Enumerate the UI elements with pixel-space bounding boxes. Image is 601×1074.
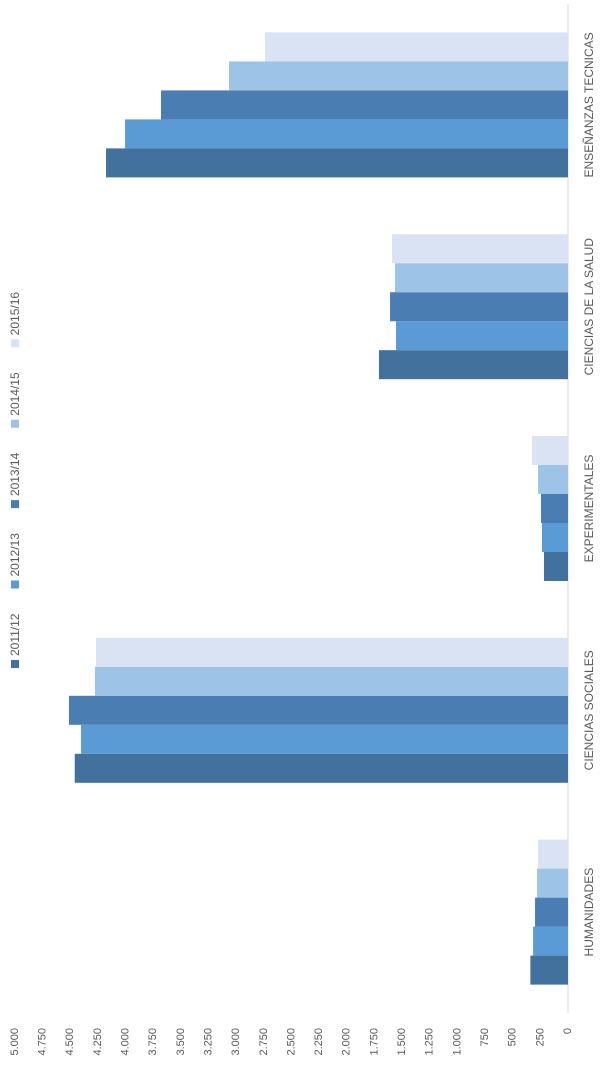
y-tick-label: 2.250	[313, 1028, 325, 1056]
y-tick-label: 4.250	[92, 1028, 104, 1056]
x-tick-label: CIENCIAS SOCIALES	[582, 650, 596, 770]
bar	[160, 90, 568, 120]
y-tick-label: 4.750	[37, 1028, 49, 1056]
bar	[390, 292, 568, 322]
y-tick-label: 2.750	[258, 1028, 270, 1056]
bar	[395, 263, 568, 293]
bar	[229, 61, 569, 91]
x-tick-label: HUMANIDADES	[582, 868, 596, 957]
bar	[533, 926, 569, 956]
y-tick-label: 1.750	[368, 1028, 380, 1056]
y-tick-label: 3.000	[230, 1028, 242, 1056]
legend-label: 2015/16	[8, 292, 22, 336]
bar	[125, 119, 568, 149]
x-tick-label: EXPERIMENTALES	[582, 455, 596, 563]
y-tick-label: 500	[507, 1028, 519, 1046]
y-tick-label: 2.000	[341, 1028, 353, 1056]
legend-swatch	[11, 660, 19, 668]
legend-label: 2014/15	[8, 372, 22, 416]
bar	[68, 695, 568, 725]
bar	[535, 897, 568, 927]
y-tick-label: 3.500	[175, 1028, 187, 1056]
bar	[378, 350, 568, 380]
bar	[543, 552, 569, 581]
y-tick-label: 750	[479, 1028, 491, 1046]
bar	[538, 839, 569, 869]
bar	[94, 666, 568, 696]
legend-swatch	[11, 339, 19, 348]
bar	[74, 753, 568, 783]
y-tick-label: 5.000	[9, 1028, 21, 1056]
y-tick-label: 4.000	[120, 1028, 132, 1056]
legend-swatch	[11, 580, 19, 589]
bar	[392, 234, 568, 264]
bar	[537, 868, 568, 898]
bar	[532, 436, 568, 465]
y-tick-label: 0	[562, 1028, 574, 1034]
y-tick-label: 1.250	[424, 1028, 436, 1056]
bar	[542, 523, 568, 552]
legend-label: 2013/14	[8, 452, 22, 496]
bar	[530, 955, 568, 985]
y-tick-label: 2.500	[285, 1028, 297, 1056]
y-tick-label: 1.500	[396, 1028, 408, 1056]
bar	[81, 724, 568, 754]
y-tick-label: 3.750	[147, 1028, 159, 1056]
x-tick-label: CIENCIAS DE LA SALUD	[582, 238, 596, 376]
legend-label: 2011/12	[8, 613, 22, 656]
legend-swatch	[11, 500, 19, 509]
y-tick-label: 3.250	[202, 1028, 214, 1056]
bar	[396, 321, 568, 351]
legend-swatch	[11, 419, 19, 428]
bar	[538, 465, 569, 494]
y-tick-label: 250	[534, 1028, 546, 1046]
legend-label: 2012/13	[8, 533, 22, 577]
rotated-plot: 0 250 500 750 1.000 1.250 1.500 1.750 2.000 2.250…	[8, 4, 596, 1056]
bar	[541, 494, 569, 523]
bar	[106, 148, 568, 178]
y-tick-label: 4.500	[64, 1028, 76, 1056]
bar	[264, 32, 568, 62]
y-tick-label: 1.000	[451, 1028, 463, 1056]
x-tick-label: ENSEÑANZAS TECNICAS	[582, 32, 596, 177]
bar	[95, 637, 568, 667]
